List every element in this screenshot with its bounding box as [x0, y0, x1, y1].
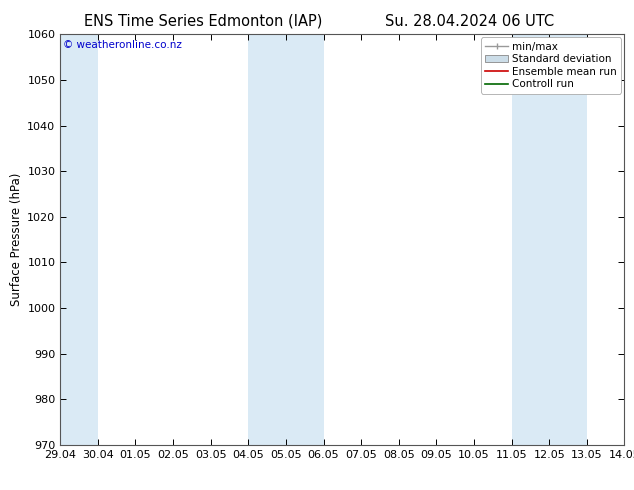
Text: Su. 28.04.2024 06 UTC: Su. 28.04.2024 06 UTC	[385, 14, 553, 29]
Bar	[249, 34, 323, 445]
Bar	[512, 34, 587, 445]
Legend: min/max, Standard deviation, Ensemble mean run, Controll run: min/max, Standard deviation, Ensemble me…	[481, 37, 621, 94]
Bar	[60, 34, 98, 445]
Text: © weatheronline.co.nz: © weatheronline.co.nz	[63, 41, 182, 50]
Y-axis label: Surface Pressure (hPa): Surface Pressure (hPa)	[10, 173, 23, 306]
Text: ENS Time Series Edmonton (IAP): ENS Time Series Edmonton (IAP)	[84, 14, 322, 29]
